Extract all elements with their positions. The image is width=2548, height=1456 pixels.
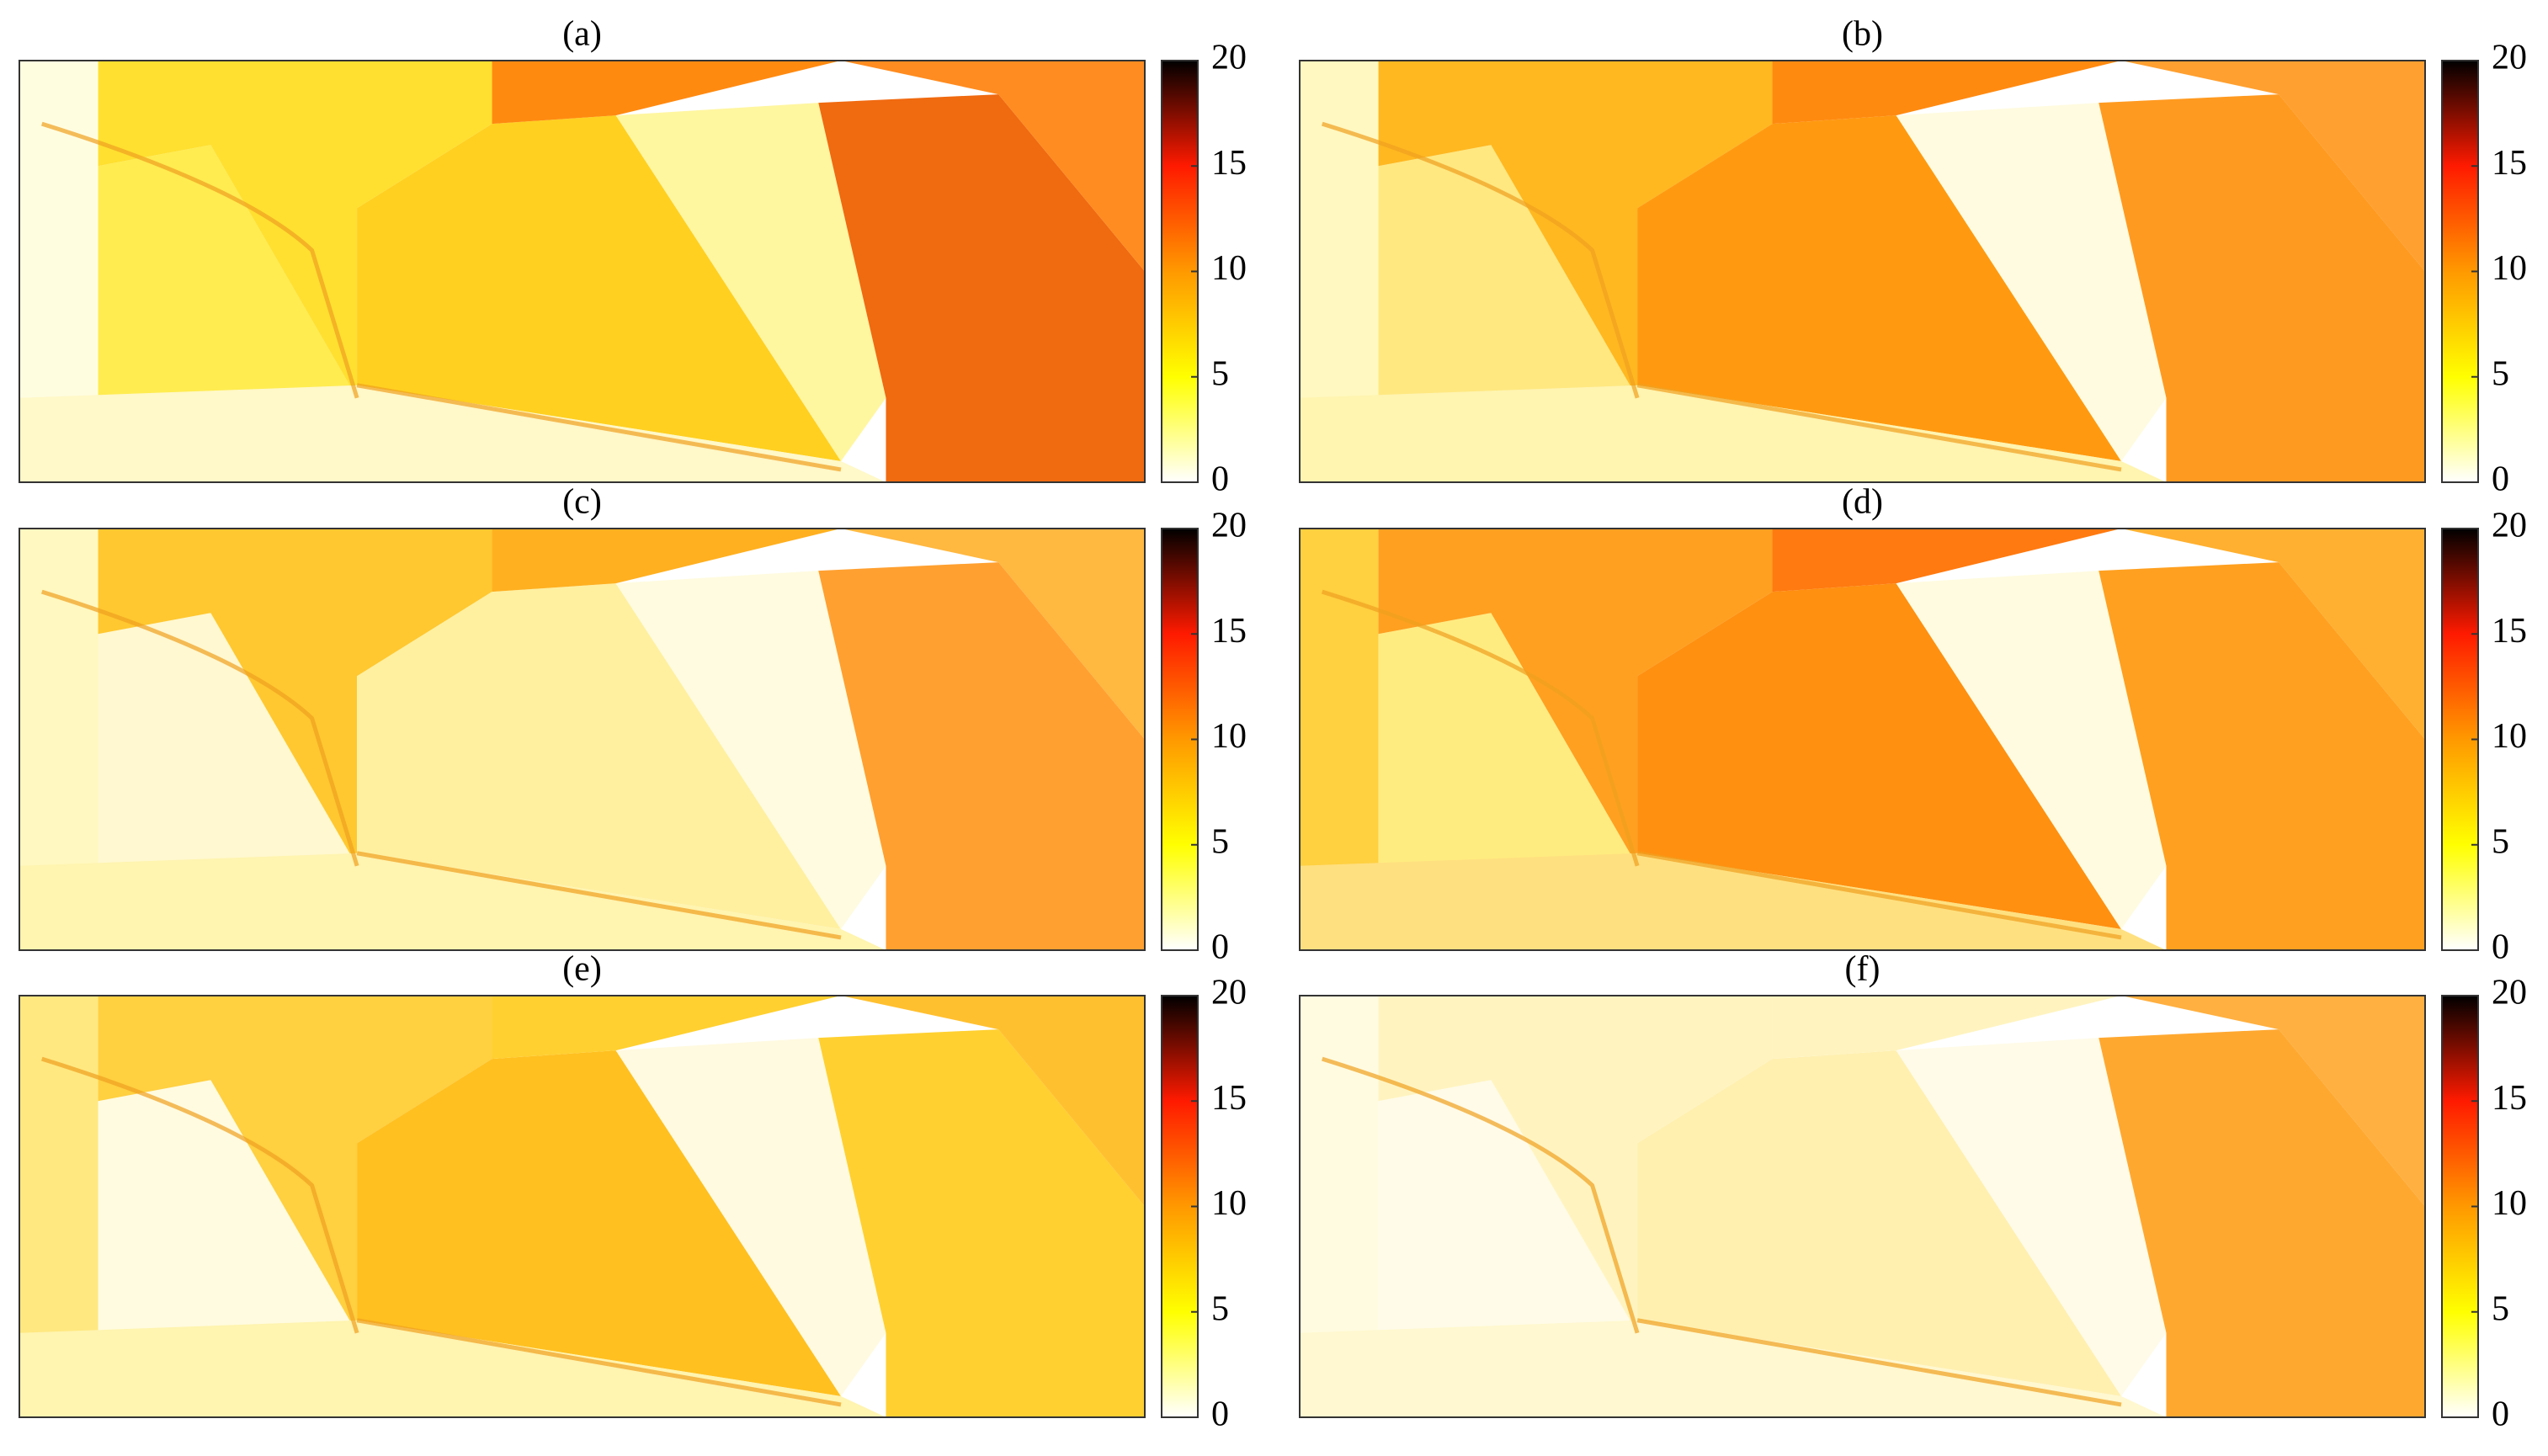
colorbar-tick-label: 20: [1211, 507, 1247, 545]
colorbar-tick-label: 10: [2492, 1184, 2527, 1223]
colorbar-tick-label: 15: [1211, 612, 1247, 651]
colorbar-tick-label: 10: [1211, 249, 1247, 288]
axes-frame: [19, 995, 1146, 1418]
axes-frame: [1299, 995, 2426, 1418]
colorbar-tick-label: 0: [1211, 928, 1229, 967]
colorbar-tick-label: 10: [2492, 717, 2527, 756]
heatmap-image: [19, 996, 1145, 1417]
heatmap-image: [1300, 529, 2425, 950]
panel-title: (c): [562, 483, 602, 522]
panel: (d) 0 5 10 15 20: [1299, 483, 2527, 967]
panel-title: (d): [1842, 483, 1883, 522]
panel-title: (e): [562, 950, 602, 989]
colorbar-tick-label: 0: [2492, 1395, 2509, 1434]
panel: (c) 0 5 10 15 20: [19, 483, 1247, 967]
colorbar-tick-label: 15: [2492, 612, 2527, 651]
colorbar-tick-label: 5: [1211, 1289, 1229, 1328]
heatmap-image: [19, 61, 1145, 482]
panel: (e) 0 5 10 15 20: [19, 950, 1247, 1434]
panel-title: (f): [1845, 950, 1880, 989]
colorbar-tick-label: 0: [1211, 1395, 1229, 1434]
colorbar-tick-label: 20: [2492, 39, 2527, 77]
colorbar-tick-label: 20: [2492, 507, 2527, 545]
axes-frame: [1299, 60, 2426, 483]
colorbar-tick-label: 10: [1211, 717, 1247, 756]
colorbar-tick-label: 15: [1211, 1079, 1247, 1118]
axes-frame: [19, 528, 1146, 951]
heatmap-image: [19, 529, 1145, 950]
axes-frame: [1299, 528, 2426, 951]
panel-title: (a): [562, 15, 602, 54]
colorbar-tick-label: 0: [2492, 460, 2509, 499]
colorbar-tick-label: 20: [2492, 974, 2527, 1012]
colorbar-tick-label: 5: [2492, 1289, 2509, 1328]
colorbar-tick-label: 15: [1211, 144, 1247, 183]
colorbar-tick-label: 20: [1211, 974, 1247, 1012]
panel: (a) 0 5 10 15 20: [19, 15, 1247, 499]
axes-frame: [19, 60, 1146, 483]
colorbar-tick-label: 5: [1211, 354, 1229, 393]
colorbar-tick-label: 20: [1211, 39, 1247, 77]
heatmap-image: [1300, 61, 2425, 482]
panel-title: (b): [1842, 15, 1883, 54]
panel: (b) 0 5 10 15 20: [1299, 15, 2527, 499]
colorbar-tick-label: 10: [2492, 249, 2527, 288]
colorbar-tick-label: 15: [2492, 1079, 2527, 1118]
colorbar-tick-label: 10: [1211, 1184, 1247, 1223]
colorbar-tick-label: 5: [2492, 354, 2509, 393]
colorbar-tick-label: 0: [2492, 928, 2509, 967]
colorbar-tick-label: 0: [1211, 460, 1229, 499]
heatmap-image: [1300, 996, 2425, 1417]
colorbar-tick-label: 15: [2492, 144, 2527, 183]
colorbar-tick-label: 5: [2492, 822, 2509, 861]
panel: (f) 0 5 10 15 20: [1299, 950, 2527, 1434]
colorbar-tick-label: 5: [1211, 822, 1229, 861]
